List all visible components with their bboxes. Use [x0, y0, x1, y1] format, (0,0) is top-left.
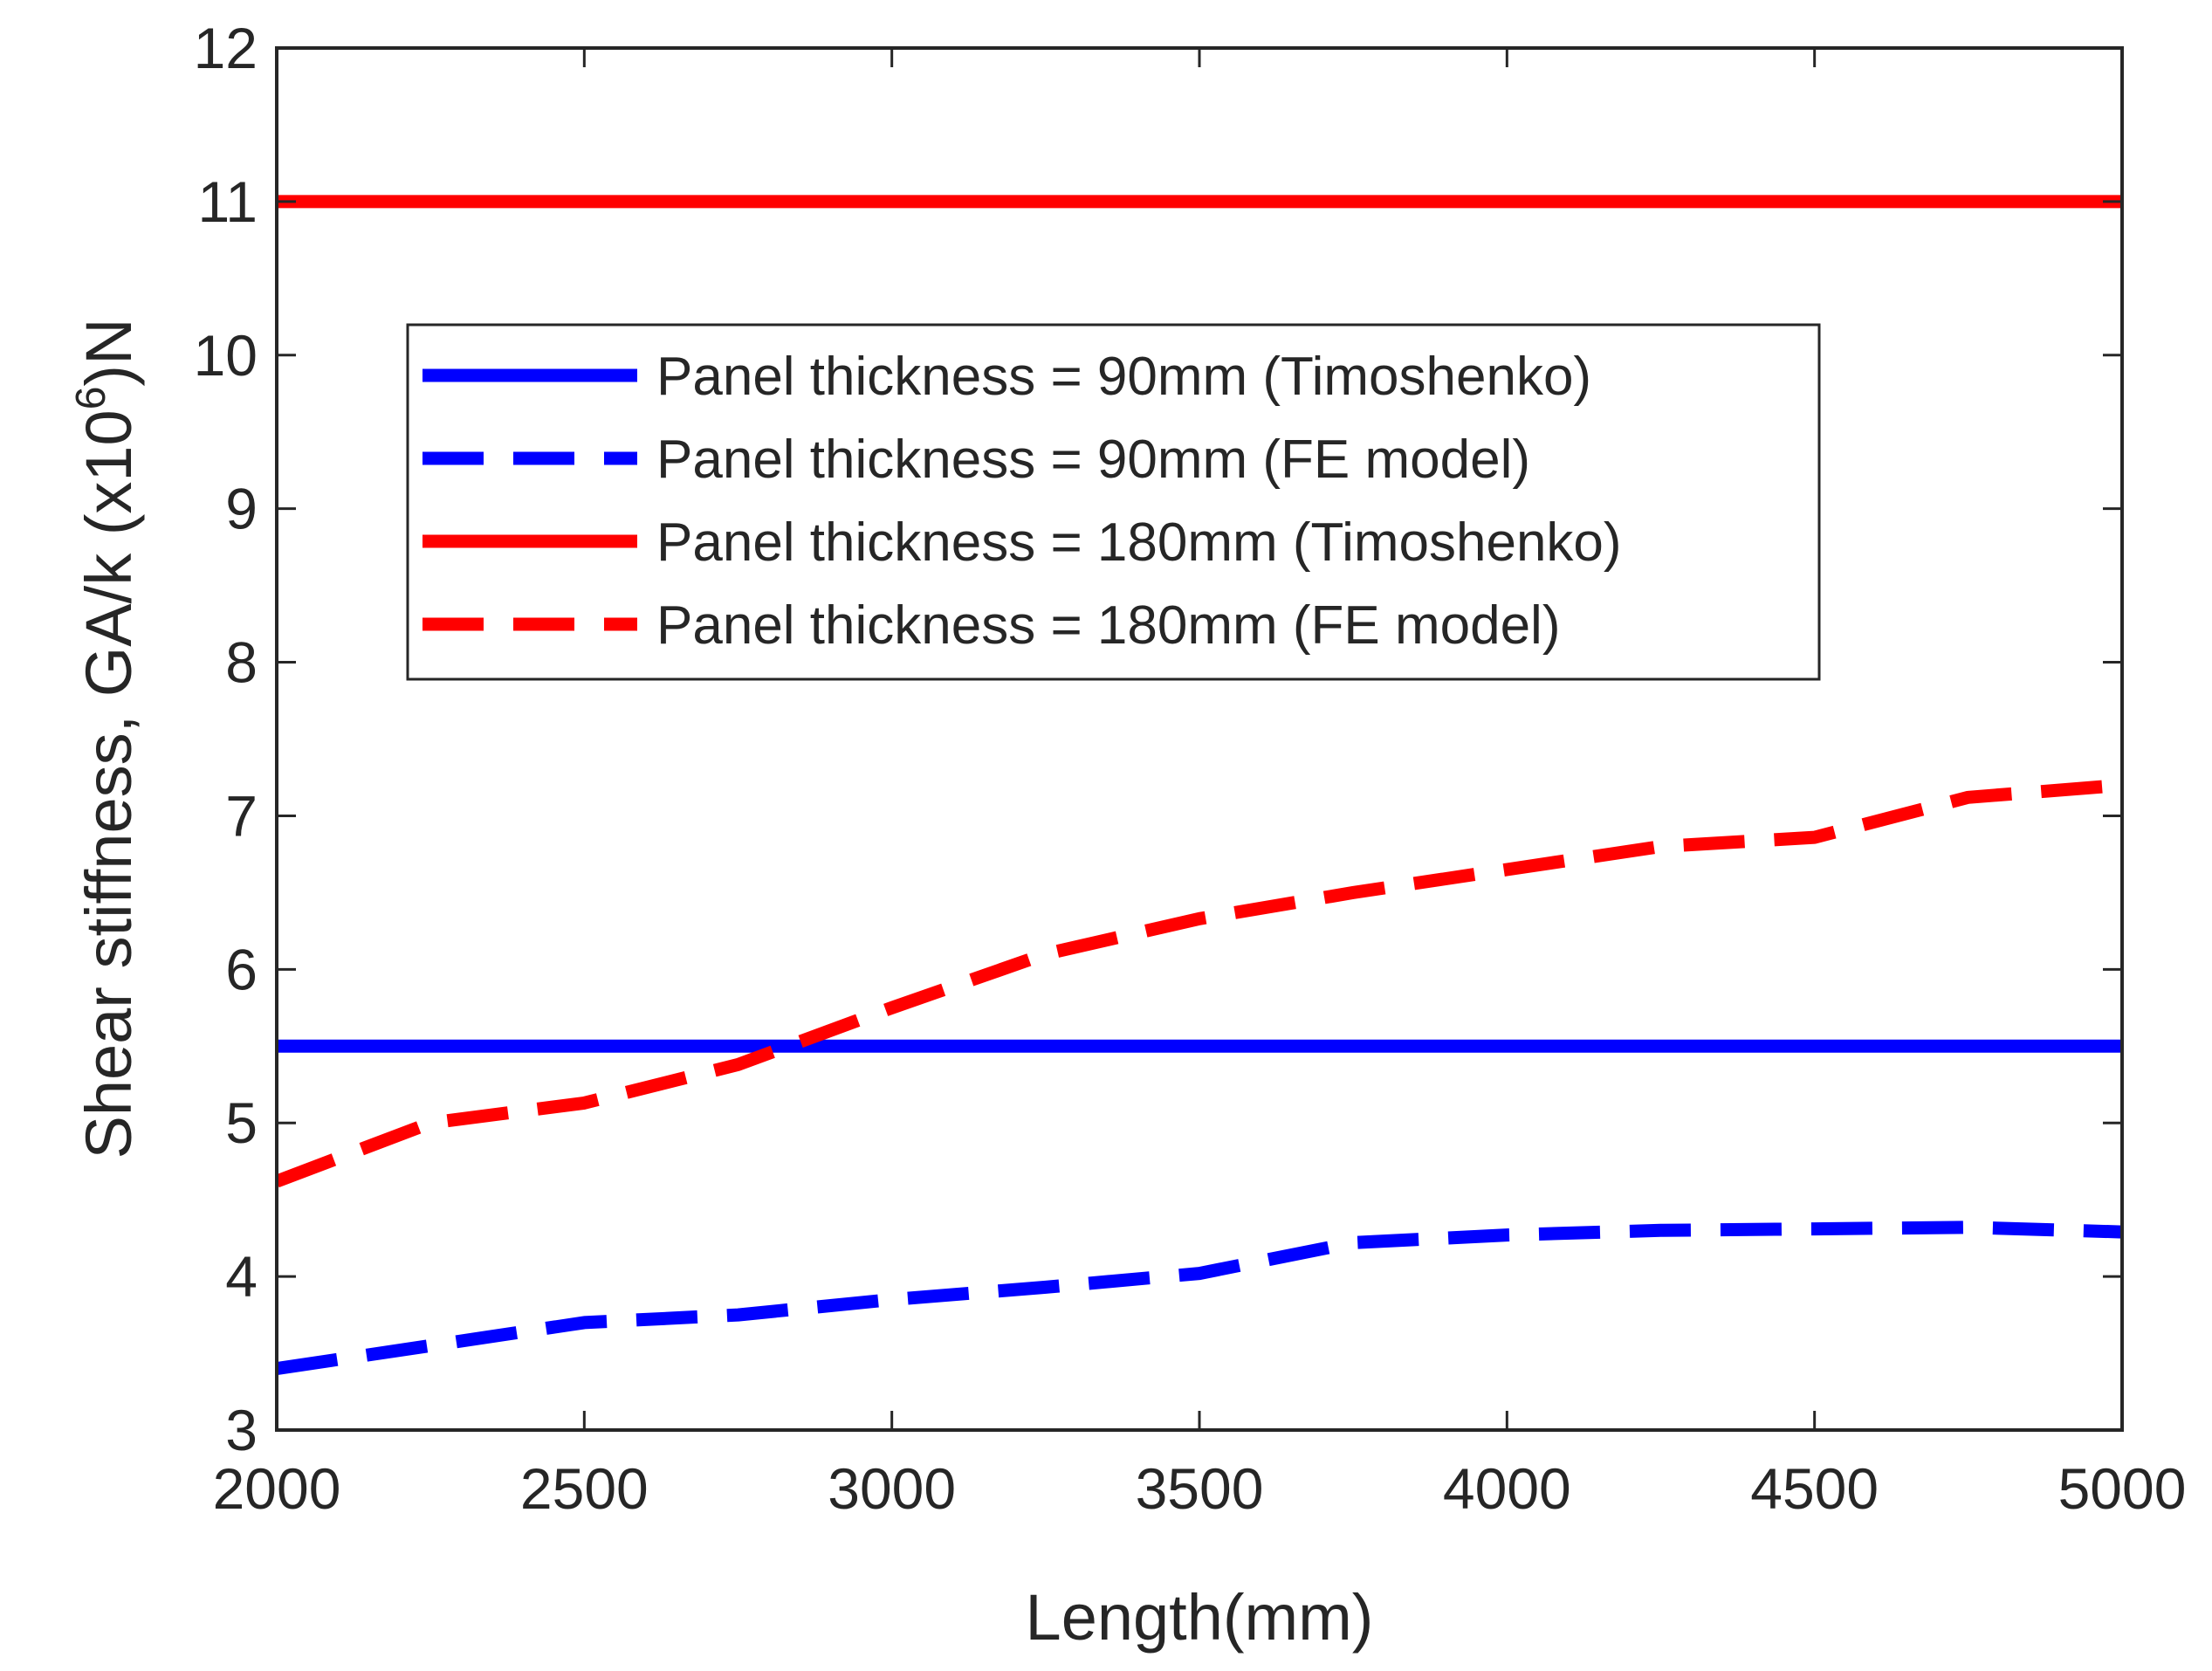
legend: Panel thickness = 90mm (Timoshenko) Panel…: [406, 323, 1821, 681]
x-axis-title: Length(mm): [1026, 1581, 1374, 1654]
legend-label-1: Panel thickness = 90mm (Timoshenko): [656, 347, 1591, 407]
legend-label-3: Panel thickness = 180mm (Timoshenko): [656, 512, 1622, 573]
y-tick-label: 7: [225, 783, 258, 848]
y-tick-label: 4: [225, 1244, 258, 1309]
x-tick-label: 5000: [2058, 1456, 2187, 1521]
tick-layer: 2000 2500 3000 3500 4000 4500 5000 3 4 5 6 7 8 9 10 11 1…: [194, 16, 2187, 1521]
y-axis-title-exponent: 6: [68, 387, 114, 410]
y-tick-label: 8: [225, 630, 258, 695]
y-tick-label: 3: [225, 1398, 258, 1462]
series-line-4: [277, 778, 2122, 1188]
y-tick-label: 6: [225, 937, 258, 1001]
legend-label-4: Panel thickness = 180mm (FE model): [656, 595, 1560, 656]
y-tick-label: 10: [194, 323, 258, 388]
series-layer: [277, 195, 2122, 1376]
y-tick-label: 9: [225, 477, 258, 541]
legend-label-2: Panel thickness = 90mm (FE model): [656, 430, 1530, 490]
plot-area-frame: [275, 46, 2124, 1432]
x-tick-label: 4500: [1750, 1456, 1879, 1521]
series-line-2: [277, 1221, 2122, 1376]
plot-area-background: [277, 48, 2122, 1430]
y-tick-label: 12: [194, 16, 258, 80]
x-tick-label: 4000: [1443, 1456, 1571, 1521]
legend-box: [406, 323, 1821, 681]
x-tick-label: 2000: [213, 1456, 341, 1521]
x-tick-label: 2500: [520, 1456, 649, 1521]
x-tick-label: 3500: [1136, 1456, 1264, 1521]
y-tick-label: 5: [225, 1090, 258, 1155]
x-tick-label: 3000: [828, 1456, 956, 1521]
y-tick-label: 11: [197, 169, 258, 234]
y-axis-title-suffix: )N: [72, 318, 145, 386]
y-axis-title: Shear stiffness, GA/k (x106)N: [68, 318, 145, 1159]
y-axis-title-main: Shear stiffness, GA/k (x10: [72, 409, 145, 1159]
